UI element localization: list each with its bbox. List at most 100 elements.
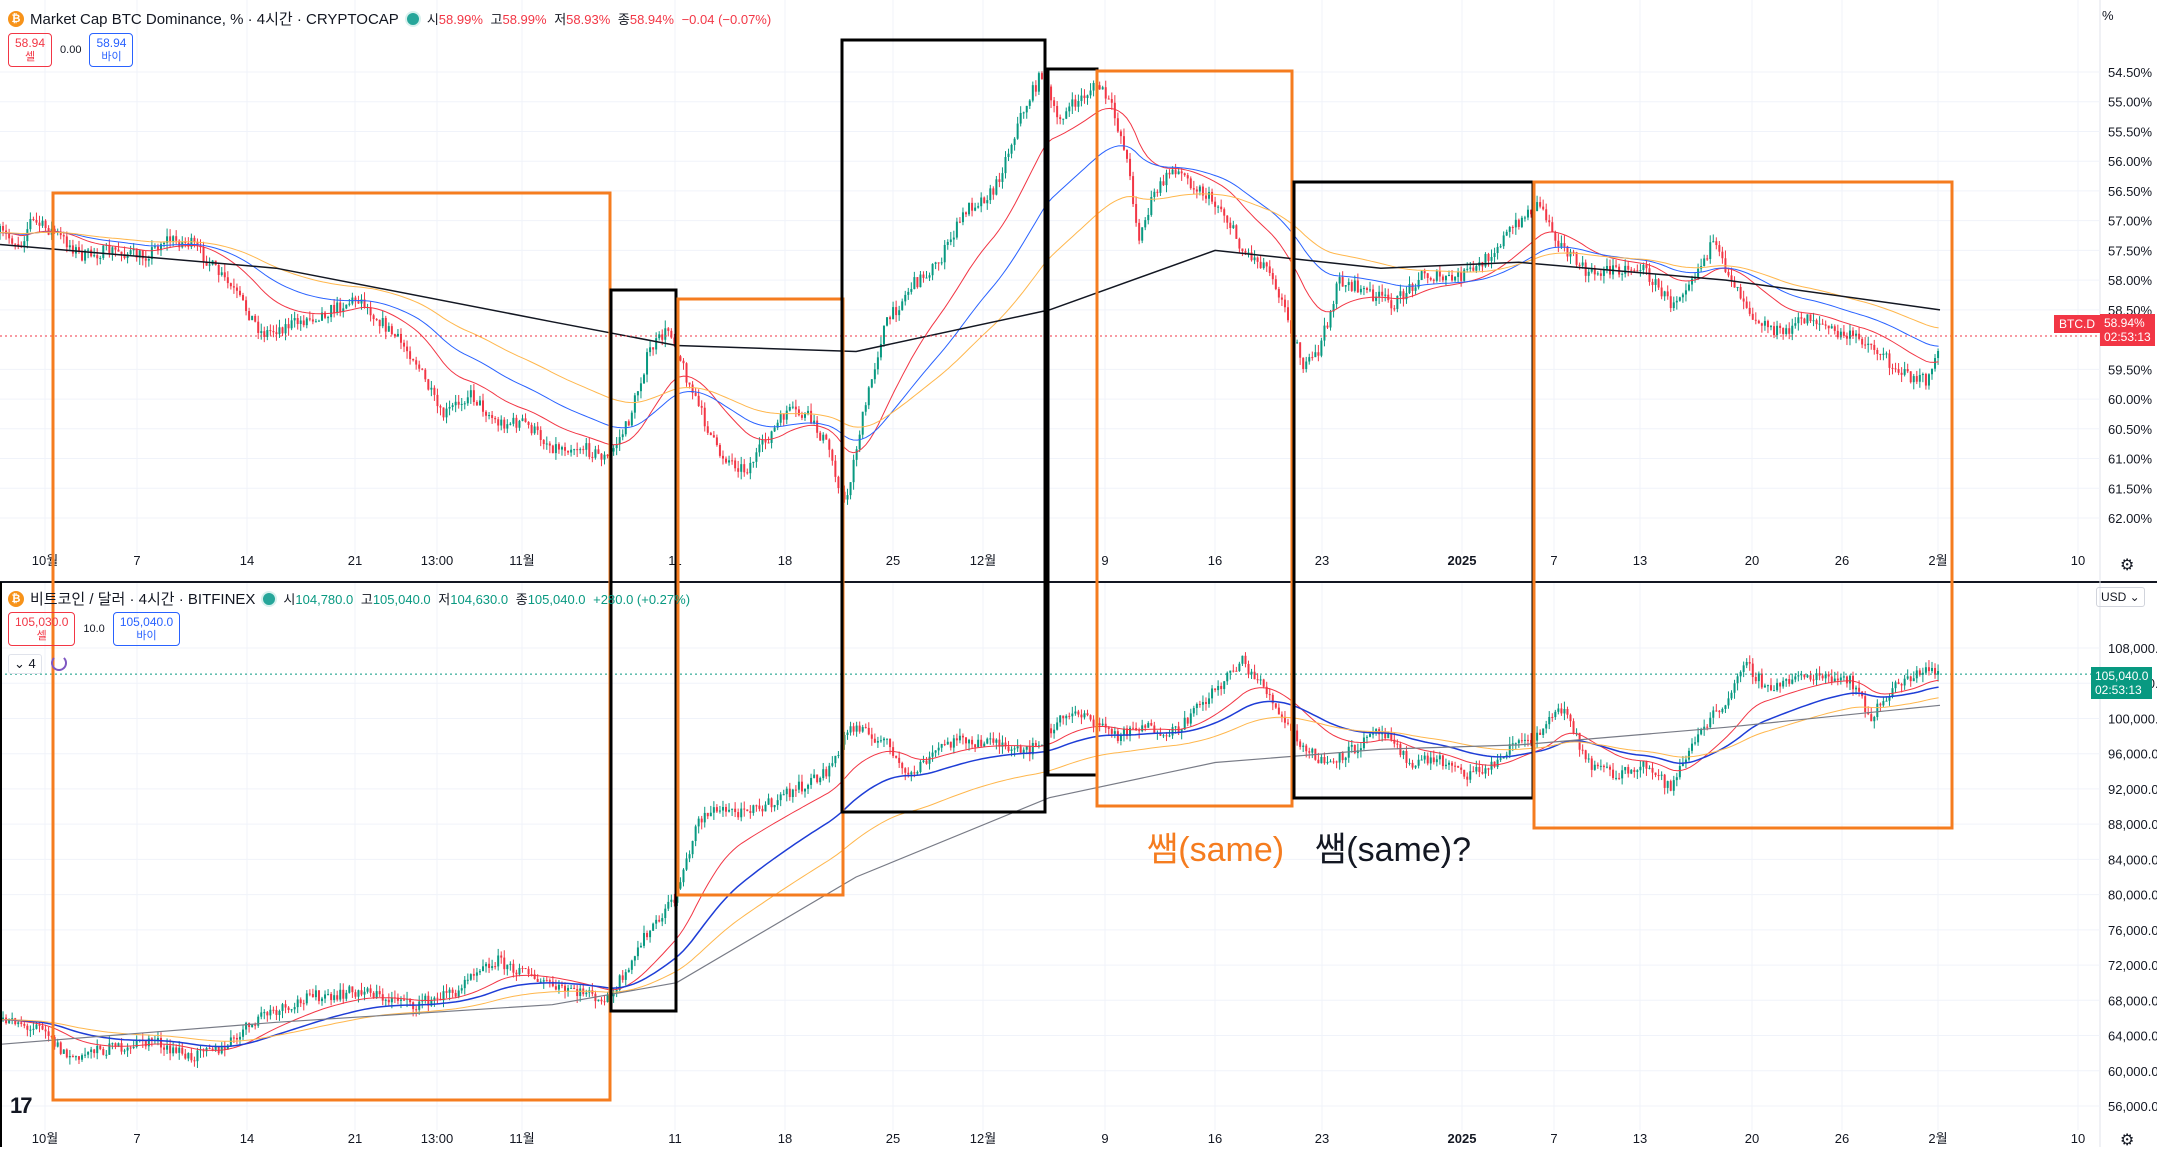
candle-body bbox=[1645, 761, 1648, 769]
candle-body bbox=[418, 364, 421, 369]
candle-body bbox=[1059, 117, 1062, 119]
candle-body bbox=[275, 332, 278, 335]
candle-body bbox=[1769, 685, 1772, 691]
candle-body bbox=[743, 464, 746, 473]
candle-body bbox=[1305, 745, 1308, 752]
candle-body bbox=[1135, 728, 1138, 731]
candle-body bbox=[1195, 703, 1198, 709]
currency-select[interactable]: USD ⌄ bbox=[2096, 587, 2145, 607]
candle-body bbox=[1384, 731, 1387, 739]
candle-body bbox=[1387, 734, 1390, 739]
candle-body bbox=[1077, 711, 1080, 715]
axis-unit-label[interactable]: % bbox=[2102, 8, 2114, 23]
candle-body bbox=[1238, 238, 1241, 249]
candle-body bbox=[1657, 279, 1660, 288]
candle-body bbox=[1563, 708, 1566, 714]
candle-body bbox=[396, 997, 399, 1001]
candle-body bbox=[342, 989, 345, 999]
candle-body bbox=[14, 1018, 17, 1025]
candle-body bbox=[1372, 733, 1375, 735]
candle-body bbox=[257, 321, 260, 333]
candle-body bbox=[336, 995, 339, 1000]
candle-body bbox=[1153, 191, 1156, 198]
candle-body bbox=[1873, 717, 1876, 722]
candle-body bbox=[1615, 265, 1618, 267]
candle-body bbox=[1098, 723, 1101, 726]
top-buy-button[interactable]: 58.94 바이 bbox=[89, 33, 134, 67]
candle-body bbox=[1852, 675, 1855, 690]
candle-body bbox=[1168, 735, 1171, 737]
candle-body bbox=[1934, 667, 1937, 675]
candle-body bbox=[518, 967, 521, 975]
candle-body bbox=[1855, 687, 1858, 690]
y-tick-label: 57.50% bbox=[2108, 243, 2153, 258]
annotation-orange-same[interactable]: 쌤(same) bbox=[1147, 831, 1285, 869]
candle-body bbox=[1721, 708, 1724, 713]
candle-body bbox=[952, 237, 955, 240]
candle-body bbox=[497, 955, 500, 967]
candle-body bbox=[1572, 721, 1575, 733]
candle-body bbox=[144, 258, 147, 261]
candle-body bbox=[615, 444, 618, 449]
top-settings-gear-icon[interactable]: ⚙ bbox=[2120, 557, 2135, 574]
candle-body bbox=[1915, 376, 1918, 382]
candle-body bbox=[1022, 749, 1025, 753]
candle-body bbox=[715, 807, 718, 812]
candle-body bbox=[41, 1025, 44, 1030]
candle-body bbox=[937, 747, 940, 751]
candle-body bbox=[1709, 717, 1712, 728]
candle-body bbox=[649, 930, 652, 938]
candle-body bbox=[214, 1046, 217, 1051]
candle-body bbox=[23, 241, 26, 248]
candle-body bbox=[1356, 280, 1359, 293]
candle-body bbox=[99, 1045, 102, 1050]
candle-body bbox=[1739, 286, 1742, 299]
candle-body bbox=[1612, 769, 1615, 779]
candle-body bbox=[1335, 283, 1338, 305]
candle-body bbox=[11, 1018, 14, 1020]
candle-body bbox=[348, 303, 351, 305]
top-symbol-title[interactable]: Market Cap BTC Dominance, % · 4시간 · CRYP… bbox=[30, 11, 399, 28]
candle-body bbox=[1766, 685, 1769, 687]
bottom-symbol-title[interactable]: 비트코인 / 달러 · 4시간 · BITFINEX bbox=[30, 591, 256, 608]
candle-body bbox=[96, 1045, 99, 1054]
candle-body bbox=[1016, 746, 1019, 749]
candle-body bbox=[1299, 741, 1302, 747]
candle-body bbox=[235, 1037, 238, 1040]
candle-body bbox=[35, 219, 38, 223]
candle-body bbox=[1760, 323, 1763, 326]
candle-body bbox=[876, 357, 879, 370]
candle-body bbox=[1004, 742, 1007, 747]
indicator-toggle[interactable]: ⌄ 4 bbox=[8, 654, 42, 674]
candle-body bbox=[655, 919, 658, 924]
top-sell-button[interactable]: 58.94 셀 bbox=[8, 33, 53, 67]
candle-body bbox=[1530, 739, 1533, 744]
candle-body bbox=[1870, 343, 1873, 345]
candle-body bbox=[1059, 715, 1062, 723]
bottom-buy-button[interactable]: 105,040.0 바이 bbox=[112, 612, 181, 646]
candle-body bbox=[1645, 264, 1648, 269]
candle-body bbox=[1068, 106, 1071, 112]
candle-body bbox=[485, 411, 488, 416]
candle-body bbox=[345, 304, 348, 309]
y-tick-label: 56.50% bbox=[2108, 184, 2153, 199]
bottom-sell-button[interactable]: 105,030.0 셀 bbox=[8, 612, 76, 646]
candle-body bbox=[71, 245, 74, 254]
candle-body bbox=[272, 330, 275, 333]
candle-body bbox=[770, 798, 773, 808]
candle-body bbox=[1754, 319, 1757, 321]
x-tick-label: 26 bbox=[1835, 553, 1849, 568]
candle-body bbox=[1633, 769, 1636, 772]
candle-body bbox=[427, 379, 430, 390]
candle-body bbox=[1259, 261, 1262, 269]
candle-body bbox=[1560, 243, 1563, 247]
candle-body bbox=[1189, 178, 1192, 189]
candle-body bbox=[1429, 757, 1432, 764]
candle-body bbox=[1022, 112, 1025, 114]
candle-body bbox=[1675, 300, 1678, 303]
candle-body bbox=[1125, 728, 1128, 736]
annotation-black-same[interactable]: 쌤(same)? bbox=[1315, 831, 1471, 869]
bottom-settings-gear-icon[interactable]: ⚙ bbox=[2120, 1132, 2135, 1149]
candle-body bbox=[1788, 328, 1791, 334]
